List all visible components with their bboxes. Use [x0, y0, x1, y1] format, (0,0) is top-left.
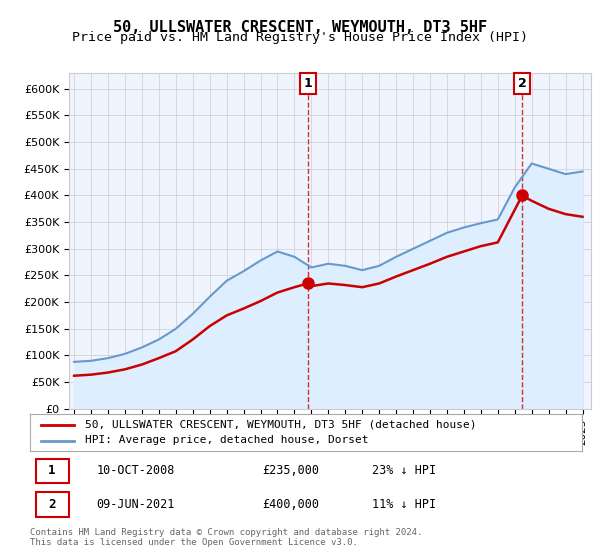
- Text: Contains HM Land Registry data © Crown copyright and database right 2024.
This d: Contains HM Land Registry data © Crown c…: [30, 528, 422, 547]
- Text: 2: 2: [49, 498, 56, 511]
- Text: 1: 1: [303, 77, 312, 90]
- FancyBboxPatch shape: [35, 459, 68, 483]
- Text: 11% ↓ HPI: 11% ↓ HPI: [372, 498, 436, 511]
- Text: £235,000: £235,000: [262, 464, 319, 477]
- Text: 1: 1: [49, 464, 56, 477]
- Text: Price paid vs. HM Land Registry's House Price Index (HPI): Price paid vs. HM Land Registry's House …: [72, 31, 528, 44]
- Text: 10-OCT-2008: 10-OCT-2008: [96, 464, 175, 477]
- Text: 50, ULLSWATER CRESCENT, WEYMOUTH, DT3 5HF (detached house): 50, ULLSWATER CRESCENT, WEYMOUTH, DT3 5H…: [85, 419, 476, 430]
- Text: 2: 2: [518, 77, 527, 90]
- Text: 50, ULLSWATER CRESCENT, WEYMOUTH, DT3 5HF: 50, ULLSWATER CRESCENT, WEYMOUTH, DT3 5H…: [113, 20, 487, 35]
- Text: £400,000: £400,000: [262, 498, 319, 511]
- Text: 09-JUN-2021: 09-JUN-2021: [96, 498, 175, 511]
- Text: 23% ↓ HPI: 23% ↓ HPI: [372, 464, 436, 477]
- FancyBboxPatch shape: [35, 492, 68, 516]
- Text: HPI: Average price, detached house, Dorset: HPI: Average price, detached house, Dors…: [85, 435, 368, 445]
